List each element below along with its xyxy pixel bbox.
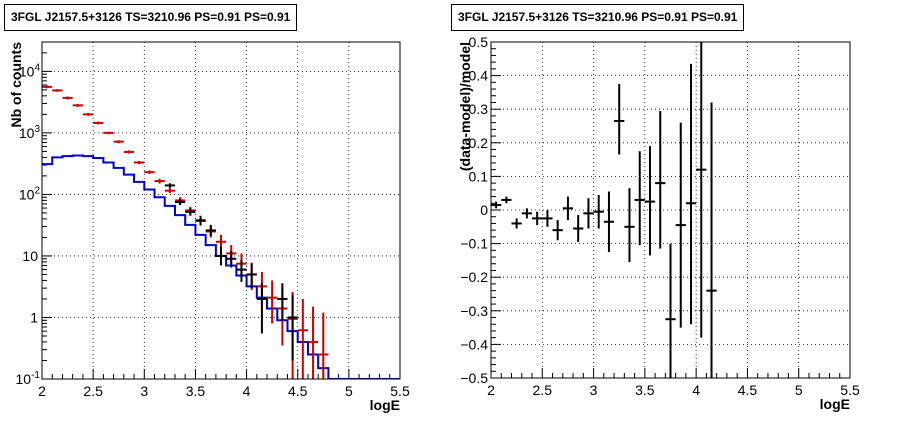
spectrum-plot: 2 2.5 3 3.5 4 4.5 5 5.5 10-1 1 10 102 103 104 logE Nb o… [8,41,410,413]
residual-plot: 2 2.5 3 3.5 4 4.5 5 5.5 −0.5 −0.4 −0.3 −0.2 −0.1 0 0.1… [457,34,860,412]
spectrum-title: 3FGL J2157.5+3126 TS=3210.96 PS=0.91 PS=… [4,4,298,31]
x-tick-label: 2.5 [83,383,103,399]
x-tick-label: 5.5 [390,383,410,399]
x-axis-label: logE [370,397,400,413]
x-tick-label: 3 [590,382,598,398]
x-tick-label: 2.5 [533,382,553,398]
y-tick-label: 0.2 [469,135,489,151]
y-tick-label: −0.4 [460,336,488,352]
x-tick-label: 5 [795,382,803,398]
y-tick-label: 0.5 [469,34,489,50]
series-group [42,85,400,379]
y-tick-label: 104 [19,62,41,79]
x-tick-label: 2 [38,383,46,399]
y-tick-label: 0.3 [469,101,489,117]
x-axis-label: logE [820,396,850,412]
x-tick-label: 2 [487,382,495,398]
y-tick-label: 0 [480,202,488,218]
plot-frame [490,41,851,379]
residual-panel: 2 2.5 3 3.5 4 4.5 5 5.5 −0.5 −0.4 −0.3 −0.2 −0.1 0 0.1… [449,0,898,421]
x-tick-label: 4.5 [738,382,758,398]
y-tick-label: −0.5 [460,370,488,386]
y-tick-label: 0.1 [469,168,489,184]
x-tick-label: 4 [243,383,251,399]
x-tick-label: 4 [692,382,700,398]
x-tick-label: 5 [345,383,353,399]
x-tick-label: 5.5 [840,382,860,398]
x-tick-label: 4.5 [288,383,308,399]
x-tick-label: 3.5 [635,382,655,398]
x-tick-label: 3 [140,383,148,399]
residual-title: 3FGL J2157.5+3126 TS=3210.96 PS=0.91 PS=… [451,4,745,31]
spectrum-panel: 2 2.5 3 3.5 4 4.5 5 5.5 10-1 1 10 102 103 104 logE Nb o… [4,4,410,413]
y-tick-label: 10 [22,248,38,264]
y-tick-label: 0.4 [469,68,489,84]
y-tick-label: 103 [19,124,41,141]
y-tick-label: −0.3 [460,303,488,319]
plot-area [42,42,400,379]
y-axis-label: (data-model)/model [457,42,473,171]
y-tick-label: 10-1 [16,370,41,387]
y-tick-label: −0.2 [460,269,488,285]
y-axis-label: Nb of counts [8,42,24,128]
plot-frame [41,41,401,380]
y-tick-label: −0.1 [460,236,488,252]
y-tick-label: 1 [30,309,38,325]
x-tick-label: 3.5 [186,383,206,399]
y-tick-label: 102 [19,185,41,202]
